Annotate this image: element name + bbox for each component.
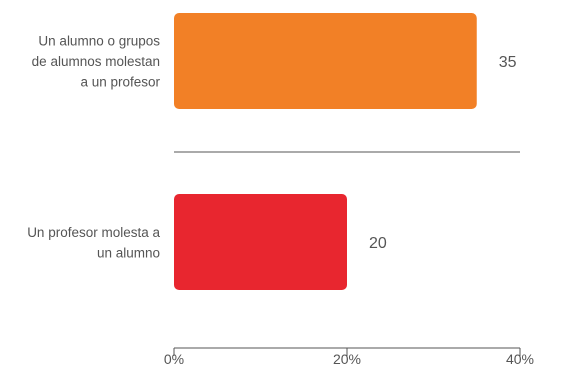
x-tick-label: 0% [164, 351, 184, 364]
data-label-1: 35 [499, 54, 517, 71]
category-label-line: un alumno [97, 245, 160, 260]
category-label-line: de alumnos molestan [32, 54, 160, 69]
bar-2 [174, 194, 347, 290]
bars-layer [174, 13, 477, 290]
category-label-line: Un alumno o grupos [38, 34, 160, 49]
data-label-2: 20 [369, 235, 387, 252]
category-label-2: Un profesor molesta a un alumno [27, 225, 160, 261]
bar-1 [174, 13, 477, 109]
x-tick-label: 20% [333, 351, 361, 364]
x-axis: 0% 20% 40% [164, 151, 534, 367]
category-label-1: Un alumno o grupos de alumnos molestan a u… [32, 34, 161, 90]
labels-layer: 35 Un alumno o grupos de alumnos molestan a… [27, 34, 516, 261]
x-tick-label: 40% [506, 351, 534, 364]
category-label-line: Un profesor molesta a [27, 225, 160, 240]
category-label-line: a un profesor [80, 75, 160, 90]
